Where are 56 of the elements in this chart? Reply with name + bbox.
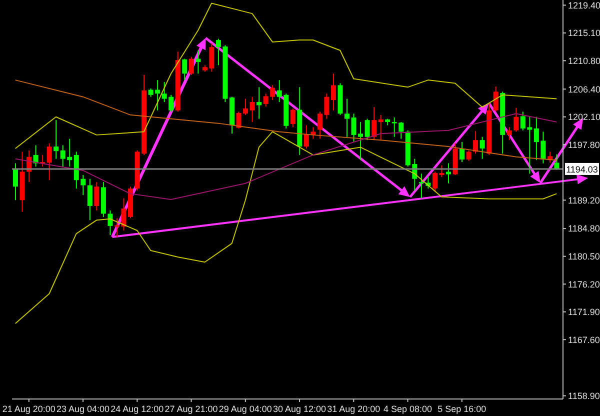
candlestick	[94, 182, 100, 211]
candlestick	[418, 173, 424, 199]
candlestick	[344, 98, 350, 138]
candlestick	[290, 108, 296, 128]
candlestick	[506, 126, 512, 141]
y-tick-label: 1206.40	[568, 84, 600, 94]
x-tick-label: 4 Sep 08:00	[384, 404, 432, 414]
candlestick	[46, 142, 52, 181]
candlestick	[310, 126, 316, 140]
x-tick-label: 5 Sep 16:00	[438, 404, 486, 414]
line-series	[14, 80, 558, 161]
y-tick-label: 1171.90	[568, 307, 600, 318]
candlestick	[446, 162, 451, 184]
candlestick	[196, 50, 201, 74]
x-tick-label: 29 Aug 04:00	[218, 404, 272, 414]
candlestick	[554, 154, 560, 170]
y-tick-label: 1215.10	[568, 28, 600, 38]
candlestick	[330, 73, 336, 111]
y-tick-label: 1180.50	[568, 252, 600, 262]
y-tick-label: 1184.80	[568, 224, 600, 234]
candlestick	[188, 56, 194, 76]
candlestick	[304, 124, 309, 149]
candlestick	[466, 150, 472, 162]
candlestick	[54, 120, 59, 160]
y-tick-label: 1197.80	[568, 140, 600, 150]
y-tick-label: 1189.20	[568, 195, 600, 206]
line-series	[14, 113, 558, 200]
candlestick	[182, 58, 188, 81]
candlestick	[378, 114, 384, 141]
y-tick-label: 1202.10	[568, 112, 600, 122]
candlestick	[493, 86, 498, 112]
candlestick	[372, 106, 377, 141]
x-tick-label: 31 Aug 20:00	[327, 404, 380, 414]
x-tick-label: 24 Aug 12:00	[110, 404, 164, 414]
candlestick	[460, 142, 465, 163]
candlestick	[250, 96, 255, 123]
candlestick	[364, 118, 370, 141]
candlestick	[480, 136, 485, 160]
line-series	[14, 2, 558, 149]
x-tick-label: 27 Aug 21:00	[164, 404, 218, 414]
y-tick-label: 1158.90	[568, 390, 600, 401]
x-tick-label: 21 Aug 20:00	[2, 404, 56, 414]
candlestick	[87, 178, 92, 221]
ref-line-label: 1194.03	[566, 164, 598, 174]
candlestick	[108, 210, 113, 236]
y-tick-label: 1210.80	[568, 56, 600, 66]
candlestick	[256, 86, 262, 120]
candlestick	[473, 130, 478, 154]
y-tick-label: 1219.40	[568, 0, 600, 10]
y-tick-label: 1176.20	[568, 279, 600, 290]
candlestick	[514, 107, 519, 132]
x-tick-label: 23 Aug 04:00	[56, 404, 110, 414]
line-series	[14, 131, 558, 324]
x-tick-label: 30 Aug 12:00	[273, 404, 326, 414]
y-tick-label: 1167.60	[568, 334, 600, 345]
candlestick	[13, 162, 18, 201]
